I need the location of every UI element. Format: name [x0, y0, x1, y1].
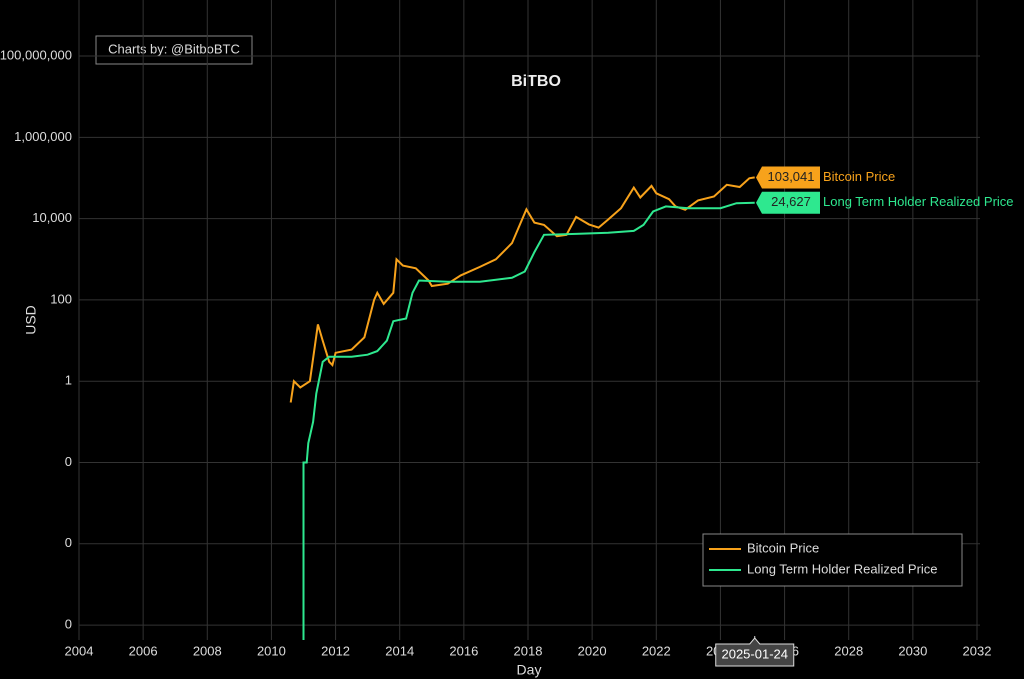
x-tick-label: 2030: [898, 643, 927, 658]
credit-box: [95, 35, 253, 65]
legend-label: Long Term Holder Realized Price: [747, 561, 938, 576]
y-tick-label: 0: [65, 617, 72, 632]
end-series-label: Bitcoin Price: [823, 169, 895, 184]
end-value-label: 24,627: [771, 194, 811, 209]
hover-box: [715, 637, 795, 667]
series-line: [289, 176, 755, 403]
x-tick-label: 2014: [385, 643, 414, 658]
x-tick-label: 2020: [578, 643, 607, 658]
legend-label: Bitcoin Price: [747, 540, 819, 555]
y-tick-label: 1,000,000: [14, 129, 72, 144]
end-label-box: [756, 166, 820, 189]
y-tick-label: 1: [65, 373, 72, 388]
x-tick-label: 2018: [514, 643, 543, 658]
x-tick-label: 2004: [65, 643, 94, 658]
legend-box: [702, 533, 963, 587]
x-axis-label: Day: [517, 662, 542, 678]
y-tick-label: 10,000: [32, 210, 72, 225]
x-tick-label: 2016: [449, 643, 478, 658]
x-tick-label: 2006: [129, 643, 158, 658]
x-tick-label: 2022: [642, 643, 671, 658]
end-series-label: Long Term Holder Realized Price: [823, 194, 1014, 209]
end-label-box: [756, 191, 820, 214]
credit: Charts by: @BitboBTC: [108, 41, 240, 56]
watermark: BiTBO: [511, 73, 561, 90]
x-tick-label: 2008: [193, 643, 222, 658]
hover-label: 2025-01-24: [721, 646, 788, 661]
x-tick-label: 2010: [257, 643, 286, 658]
y-axis-label: USD: [23, 305, 39, 335]
end-value-label: 103,041: [768, 169, 815, 184]
y-tick-label: 0: [65, 535, 72, 550]
y-tick-label: 100: [50, 291, 72, 306]
y-tick-label: 100,000,000: [0, 47, 72, 62]
x-tick-label: 2012: [321, 643, 350, 658]
x-tick-label: 2028: [834, 643, 863, 658]
series-line: [302, 201, 755, 640]
y-tick-label: 0: [65, 454, 72, 469]
x-tick-label: 2032: [963, 643, 992, 658]
